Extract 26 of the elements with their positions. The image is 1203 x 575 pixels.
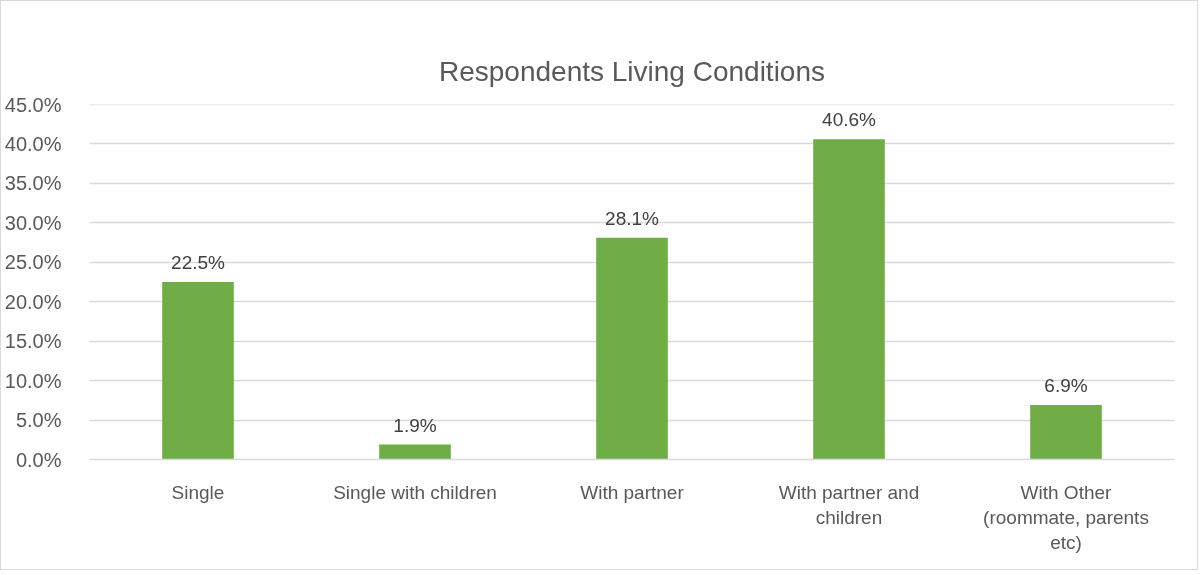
data-label: 6.9% xyxy=(1044,375,1088,397)
y-tick-label: 5.0% xyxy=(15,409,62,432)
data-label: 40.6% xyxy=(822,109,877,131)
y-tick-label: 40.0% xyxy=(4,132,62,155)
y-tick-label: 30.0% xyxy=(4,211,62,234)
y-tick-label: 35.0% xyxy=(4,172,62,195)
bar xyxy=(1030,405,1102,460)
data-label: 22.5% xyxy=(171,252,226,273)
y-tick-label: 45.0% xyxy=(4,93,62,116)
bar xyxy=(379,444,451,460)
y-tick-label: 20.0% xyxy=(4,290,62,313)
bar xyxy=(813,139,885,460)
data-label: 28.1% xyxy=(605,207,660,229)
data-label: 1.9% xyxy=(393,414,437,436)
bar xyxy=(162,282,234,460)
y-tick-label: 10.0% xyxy=(4,369,62,392)
y-tick-label: 0.0% xyxy=(15,448,62,471)
x-tick-label: With Other (roommate, parents etc) xyxy=(983,481,1149,553)
x-tick-label: Single xyxy=(171,481,225,503)
x-tick-label: Single with children xyxy=(333,481,497,503)
bar xyxy=(596,237,668,460)
chart-title: Respondents Living Conditions xyxy=(438,56,826,87)
y-tick-label: 25.0% xyxy=(4,251,62,274)
y-tick-label: 15.0% xyxy=(4,330,62,353)
x-tick-label: With partner xyxy=(580,481,685,503)
x-tick-label: With partner and children xyxy=(778,481,920,528)
